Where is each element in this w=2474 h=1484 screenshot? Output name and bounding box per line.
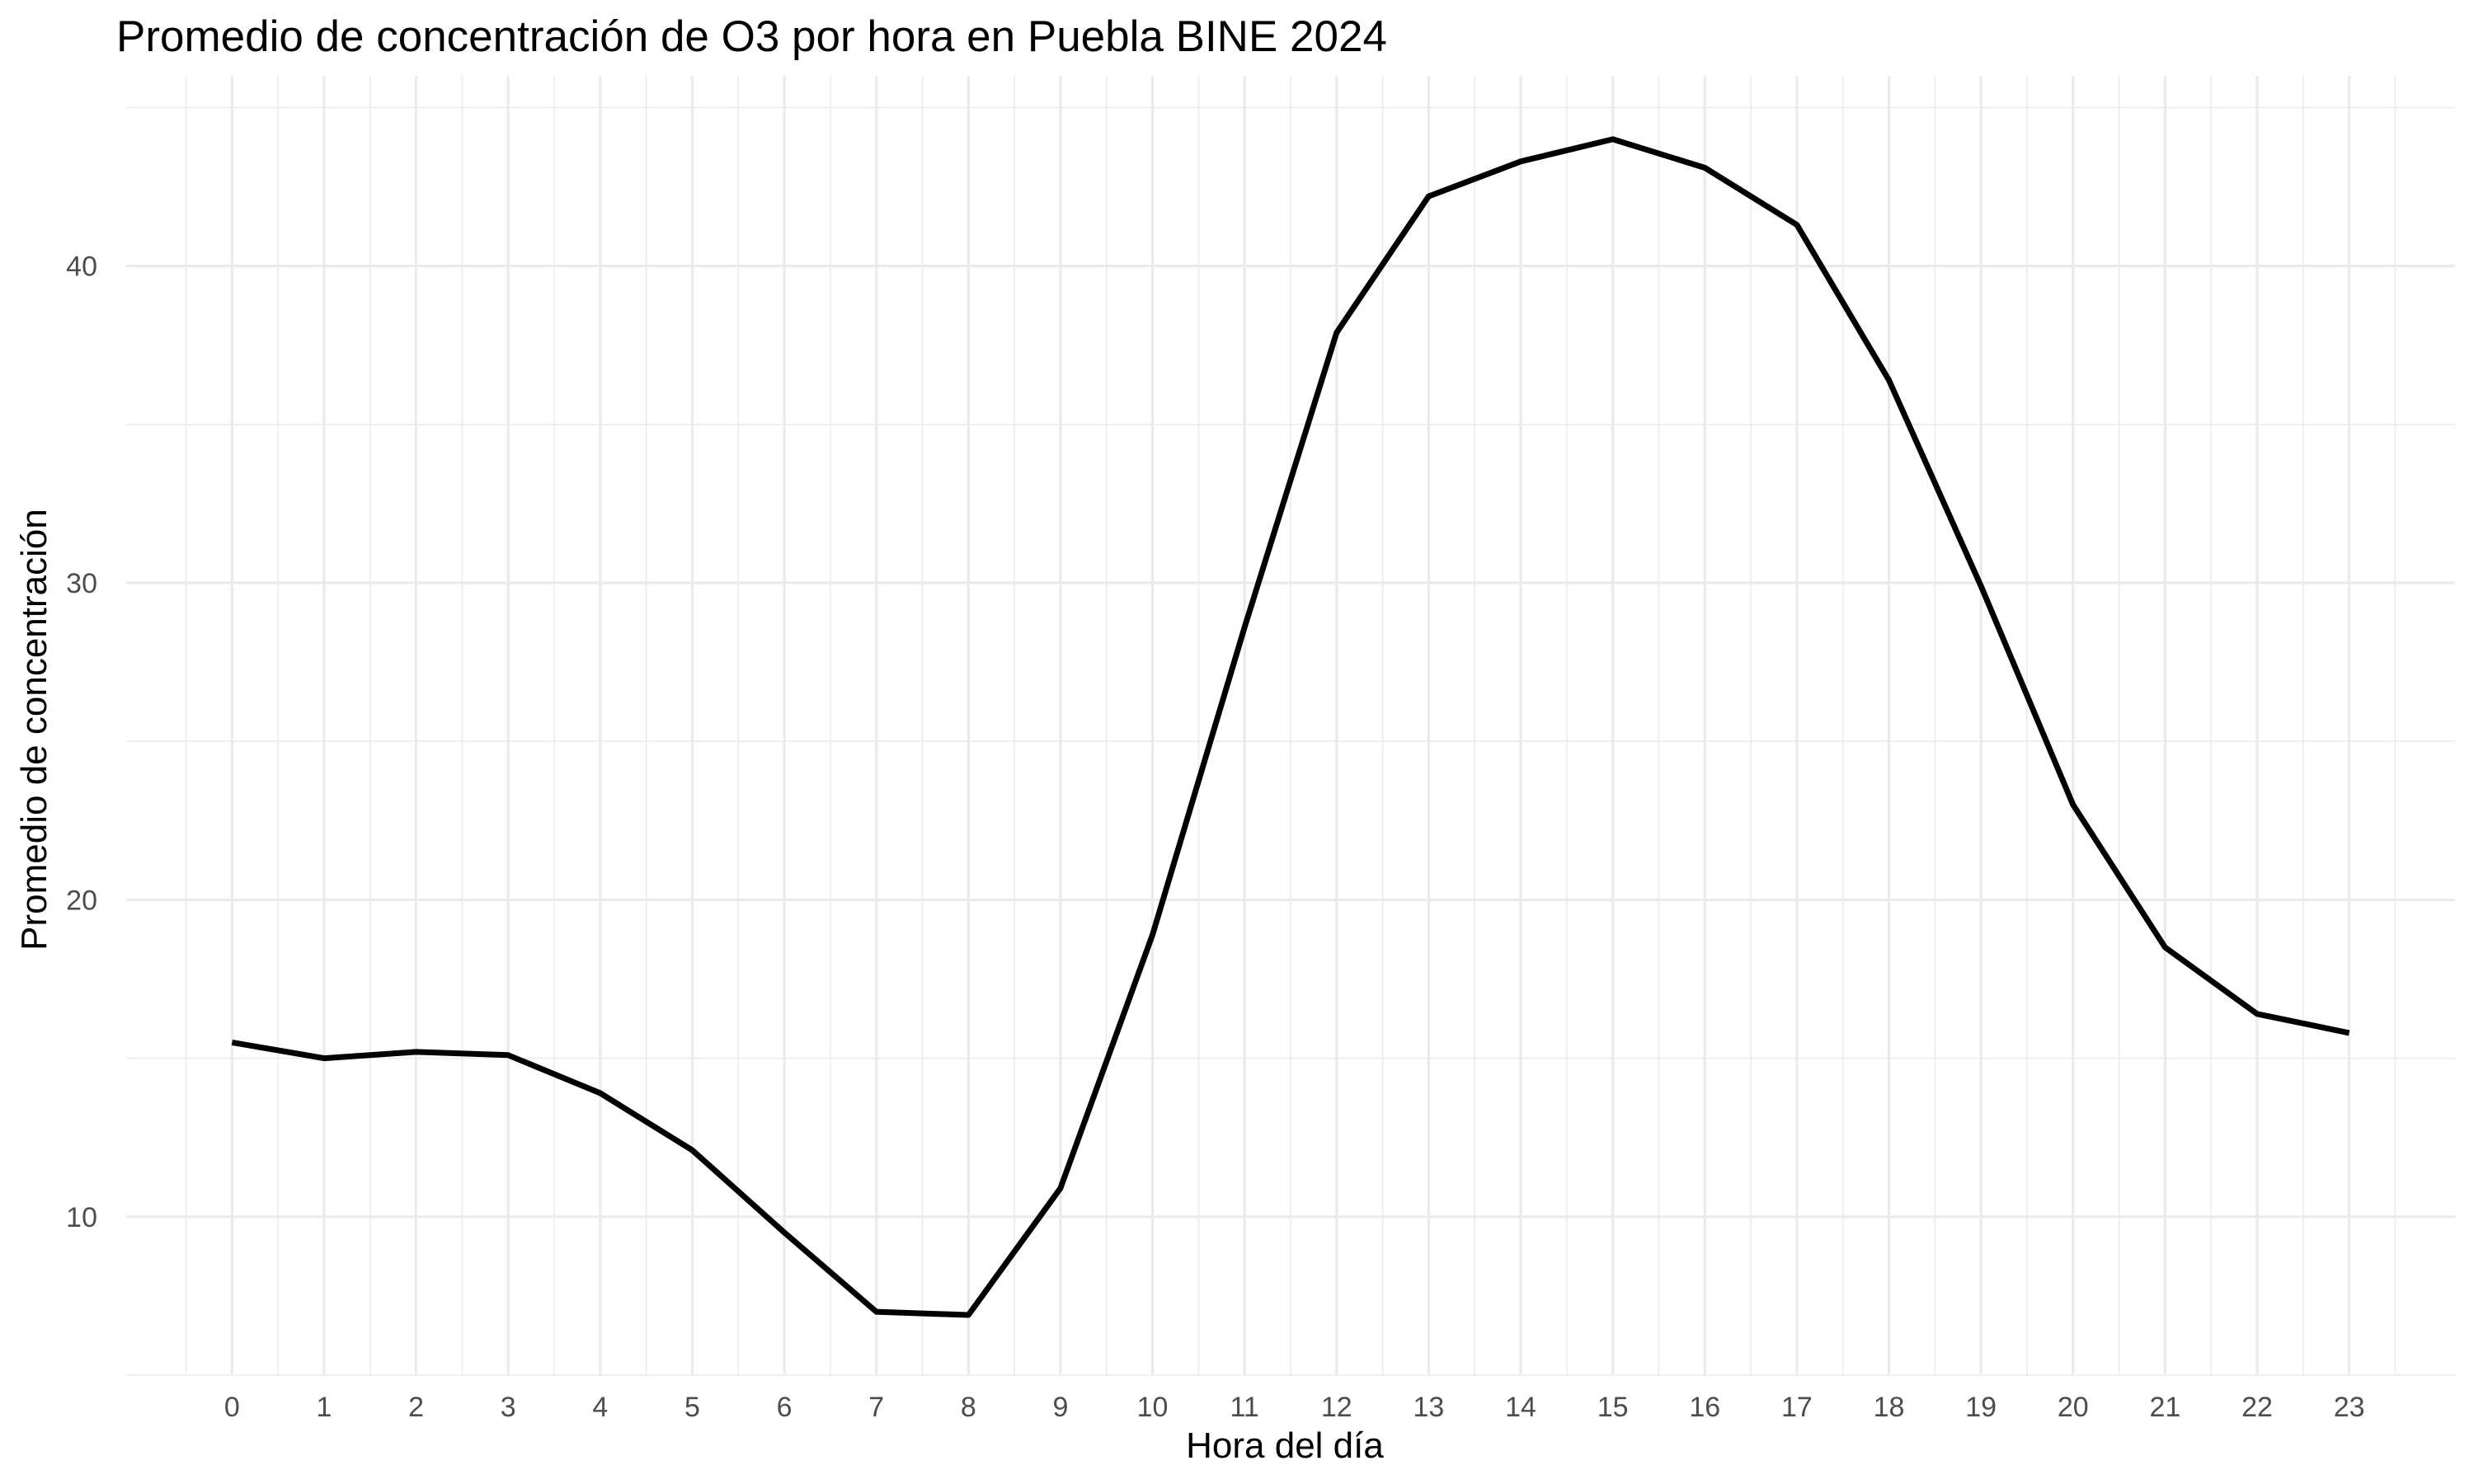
x-tick-label: 2 <box>408 1392 424 1423</box>
x-tick-label: 3 <box>501 1392 516 1423</box>
y-tick-label: 30 <box>66 568 97 599</box>
x-tick-label: 22 <box>2241 1392 2273 1423</box>
y-tick-label: 10 <box>66 1202 97 1233</box>
x-tick-label: 11 <box>1230 1392 1259 1423</box>
x-tick-label: 8 <box>961 1392 976 1423</box>
y-axis-title: Promedio de concentración <box>14 509 54 951</box>
x-tick-label: 18 <box>1874 1392 1905 1423</box>
x-tick-label: 13 <box>1413 1392 1445 1423</box>
x-tick-label: 15 <box>1597 1392 1629 1423</box>
o3-hourly-line <box>231 136 2350 1318</box>
gridlines <box>126 76 2455 1376</box>
x-tick-label: 1 <box>317 1392 332 1423</box>
x-tick-label: 4 <box>592 1392 608 1423</box>
x-tick-label: 7 <box>868 1392 884 1423</box>
x-axis-title: Hora del día <box>1186 1425 1384 1466</box>
x-tick-label: 19 <box>1965 1392 1997 1423</box>
x-tick-label: 16 <box>1689 1392 1720 1423</box>
x-tick-label: 10 <box>1137 1392 1169 1423</box>
y-tick-label: 40 <box>66 251 97 283</box>
x-tick-label: 5 <box>684 1392 700 1423</box>
chart-title: Promedio de concentración de O3 por hora… <box>116 12 1387 61</box>
series-layer <box>231 136 2350 1318</box>
y-axis-ticks: 10 20 30 40 <box>66 251 97 1233</box>
x-tick-label: 12 <box>1321 1392 1352 1423</box>
x-tick-label: 0 <box>224 1392 240 1423</box>
x-tick-label: 14 <box>1505 1392 1536 1423</box>
x-tick-label: 21 <box>2149 1392 2180 1423</box>
x-axis-ticks: 0 1 2 3 4 5 6 7 8 9 10 11 12 13 14 15 16 17 18 19 20 21 22 23 <box>224 1392 2365 1423</box>
y-tick-label: 20 <box>66 885 97 916</box>
x-tick-label: 17 <box>1781 1392 1813 1423</box>
x-tick-label: 6 <box>777 1392 793 1423</box>
x-tick-label: 20 <box>2058 1392 2089 1423</box>
x-tick-label: 9 <box>1052 1392 1068 1423</box>
x-tick-label: 23 <box>2334 1392 2365 1423</box>
